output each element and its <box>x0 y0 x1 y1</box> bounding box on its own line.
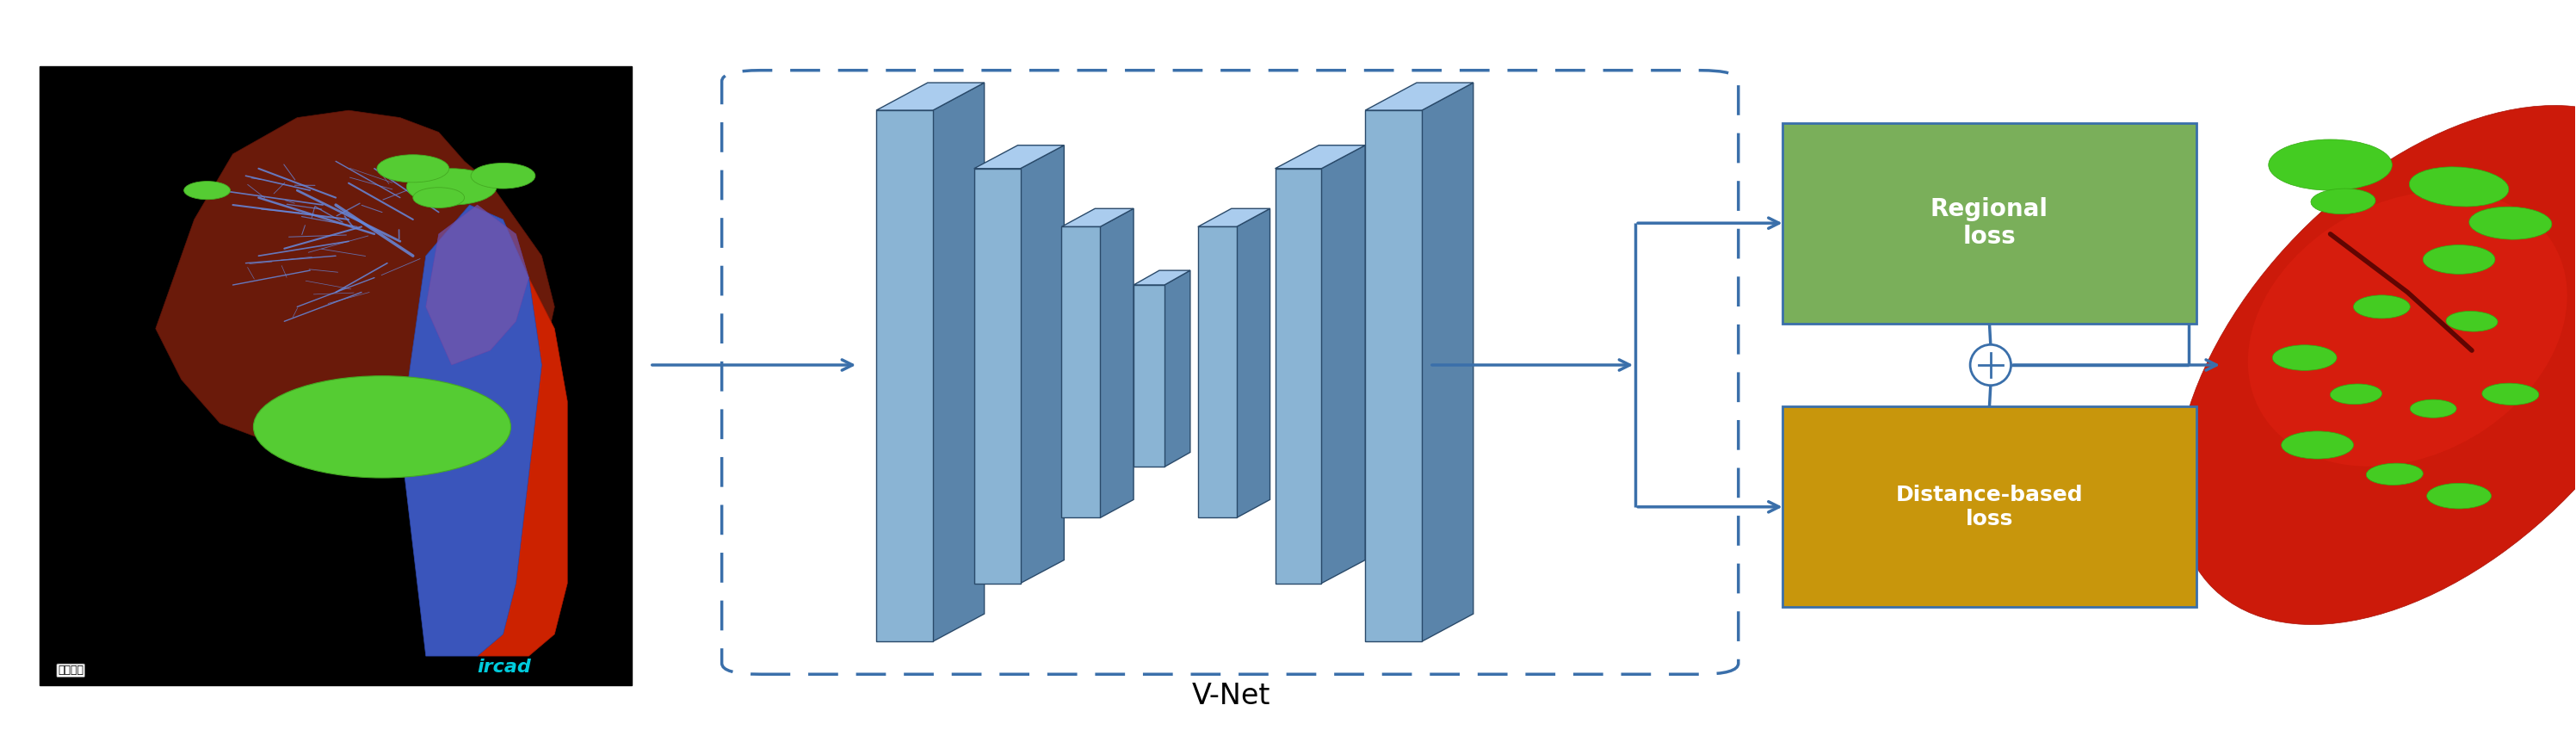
Polygon shape <box>1133 270 1190 285</box>
FancyBboxPatch shape <box>1783 407 2197 607</box>
Ellipse shape <box>2354 295 2411 318</box>
Polygon shape <box>876 110 933 642</box>
Polygon shape <box>1061 227 1100 518</box>
Ellipse shape <box>2272 345 2336 370</box>
Text: Regional
loss: Regional loss <box>1929 197 2048 249</box>
Polygon shape <box>1061 209 1133 227</box>
Polygon shape <box>1164 270 1190 467</box>
Polygon shape <box>1365 110 1422 642</box>
Ellipse shape <box>2311 188 2375 214</box>
Ellipse shape <box>2411 399 2458 418</box>
Polygon shape <box>1198 209 1270 227</box>
Polygon shape <box>1275 145 1365 169</box>
Polygon shape <box>1422 82 1473 642</box>
Polygon shape <box>1236 209 1270 518</box>
Ellipse shape <box>2470 207 2553 239</box>
Ellipse shape <box>471 163 536 188</box>
Ellipse shape <box>2367 464 2424 485</box>
Ellipse shape <box>376 155 448 182</box>
Ellipse shape <box>183 181 229 199</box>
Polygon shape <box>1321 145 1365 583</box>
Polygon shape <box>974 145 1064 169</box>
Polygon shape <box>1100 209 1133 518</box>
Ellipse shape <box>2483 383 2540 405</box>
Polygon shape <box>425 205 528 365</box>
Polygon shape <box>974 169 1020 583</box>
Ellipse shape <box>2447 311 2499 331</box>
FancyBboxPatch shape <box>39 66 631 685</box>
Ellipse shape <box>2177 105 2576 625</box>
Ellipse shape <box>407 169 497 205</box>
Ellipse shape <box>2424 245 2496 274</box>
Polygon shape <box>1365 82 1473 110</box>
Text: ircad: ircad <box>477 658 531 675</box>
Polygon shape <box>1198 227 1236 518</box>
Ellipse shape <box>2269 139 2393 191</box>
Polygon shape <box>1133 285 1164 467</box>
Ellipse shape <box>1971 345 2012 385</box>
Polygon shape <box>1275 169 1321 583</box>
Polygon shape <box>399 205 541 656</box>
Ellipse shape <box>2409 167 2509 207</box>
Ellipse shape <box>2249 191 2568 466</box>
Ellipse shape <box>2331 384 2383 404</box>
Text: V-Net: V-Net <box>1193 683 1270 710</box>
Text: Distance-based
loss: Distance-based loss <box>1896 485 2084 529</box>
Text: Ⓒⓒⓑⓘ: Ⓒⓒⓑⓘ <box>57 665 82 676</box>
Ellipse shape <box>2282 431 2354 459</box>
Ellipse shape <box>412 188 464 208</box>
Ellipse shape <box>252 376 510 477</box>
FancyBboxPatch shape <box>1783 123 2197 323</box>
Polygon shape <box>933 82 984 642</box>
Polygon shape <box>876 82 984 110</box>
Polygon shape <box>1020 145 1064 583</box>
Polygon shape <box>155 110 554 481</box>
Polygon shape <box>459 234 567 656</box>
Ellipse shape <box>2427 483 2491 509</box>
